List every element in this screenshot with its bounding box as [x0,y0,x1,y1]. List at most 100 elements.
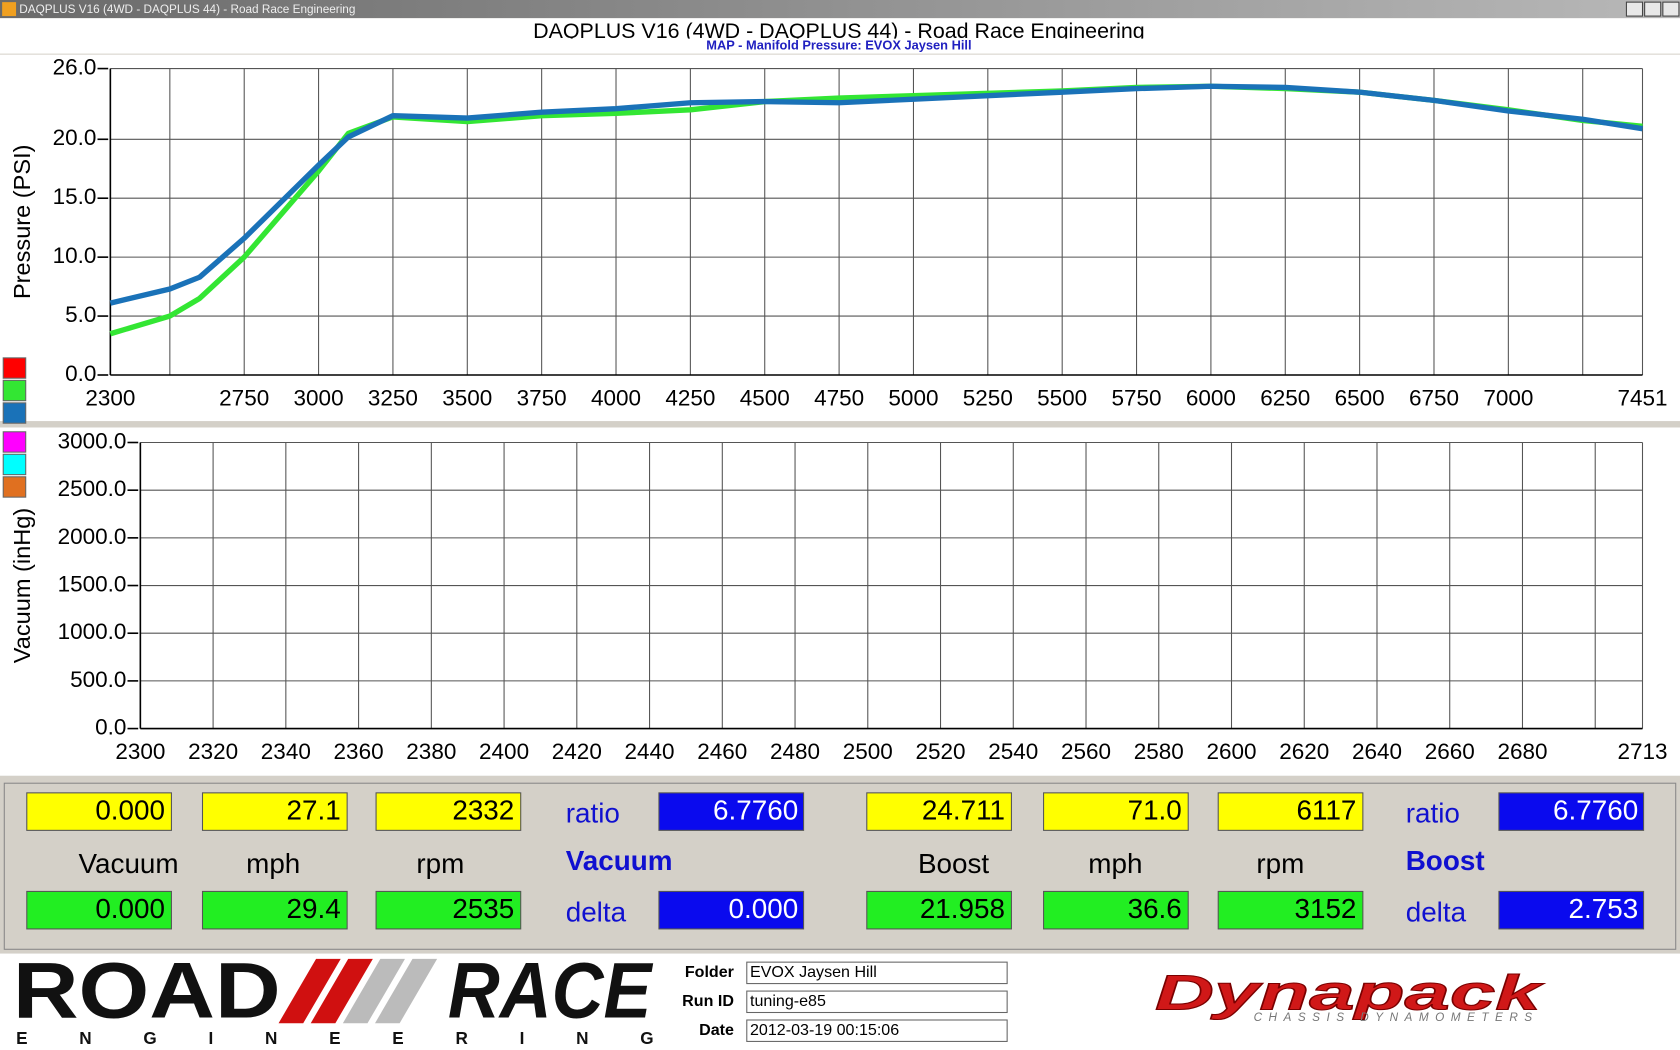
y-tick-label: 15.0 [53,184,97,209]
x-tick-label: 2460 [697,739,747,764]
x-tick-label: 2660 [1425,739,1475,764]
legend-swatch[interactable] [2,476,27,498]
y-tick-label: 0.0 [65,361,96,386]
ratio-box [1498,792,1645,831]
x-tick-label: 5250 [963,386,1013,411]
brand-name: Dynapack [1155,965,1545,1020]
legend-swatch[interactable] [2,402,27,424]
value-label: mph [1088,848,1142,879]
value-box [201,890,348,930]
value-box [866,792,1012,831]
x-tick-label: 2560 [1061,739,1111,764]
ratio-label: ratio [566,798,620,829]
y-tick-label: 3000.0 [58,428,127,453]
x-tick-label: 2300 [115,739,165,764]
x-tick-label: 2360 [334,739,384,764]
x-tick-label: 2440 [625,739,675,764]
field-label: Date [699,1021,734,1039]
logo-slash [278,958,341,1024]
x-tick-label: 2520 [915,739,965,764]
x-tick-label: 7000 [1483,386,1533,411]
title-bar [0,0,1680,19]
x-tick-label: 4250 [665,386,715,411]
ratio-value: 6.7760 [713,795,798,826]
value: 24.711 [922,795,1005,826]
y-tick-label: 5.0 [65,302,96,327]
value-label: rpm [1256,848,1304,879]
field-box [746,990,1008,1014]
logo-slash [310,958,373,1024]
x-tick-label: 4500 [740,386,790,411]
x-tick-label: 2620 [1279,739,1329,764]
x-tick-label: 6750 [1409,386,1459,411]
y-tick-label: 2500.0 [58,476,127,501]
logo-word: ROAD [13,945,281,1034]
x-tick-label: 2420 [552,739,602,764]
value: 0.000 [95,893,165,924]
legend-swatch[interactable] [2,431,27,453]
x-tick-label: 4000 [591,386,641,411]
field-label: Run ID [682,992,734,1010]
header-subtitle: MAP - Manifold Pressure: EVOX Jaysen Hil… [706,37,971,52]
field-box [746,961,1008,985]
y-tick-label: 26.0 [53,55,97,80]
logo-slash [375,958,438,1024]
app-icon [2,2,17,17]
value-box [375,890,522,930]
x-tick-label: 3250 [368,386,418,411]
field-value: tuning-e85 [750,992,826,1010]
value: 27.1 [287,795,341,826]
value-box [1043,890,1189,930]
x-tick-label: 4750 [814,386,864,411]
value-box [1217,890,1364,930]
x-tick-label: 2400 [479,739,529,764]
x-tick-label: 5500 [1037,386,1087,411]
x-tick-label: 2600 [1206,739,1256,764]
x-tick-label: 2750 [219,386,269,411]
y-tick-label: 500.0 [70,667,126,692]
value-box [26,890,172,930]
x-tick-label: 3500 [442,386,492,411]
ratio-box [658,792,805,831]
minimize-button[interactable] [1625,1,1644,17]
header-mask [0,38,1680,54]
field-value: 2012-03-19 00:15:06 [750,1021,899,1039]
series-line [109,83,1643,306]
delta-label: delta [1406,896,1467,927]
value-box [1043,792,1189,831]
charts: Pressure (PSI) 0.0 5.0 10.0 15.0 20.0 26.0 2300… [2,55,1668,764]
ratio-label: ratio [1406,798,1460,829]
y-tick-label: 2000.0 [58,524,127,549]
field-label: Folder [685,963,734,981]
legend-swatch[interactable] [2,453,27,476]
window-title: DAQPLUS V16 (4WD - DAQPLUS 44) - Road Ra… [19,3,355,16]
legend-swatch[interactable] [2,379,27,402]
value-label: mph [246,848,300,879]
value: 3152 [1294,893,1356,924]
restore-button[interactable] [1644,1,1662,17]
value-box [375,792,522,831]
delta-box [658,890,805,930]
value: 6117 [1297,795,1357,826]
y-axis-label: Pressure (PSI) [9,145,35,300]
field-value: EVOX Jaysen Hill [750,963,877,981]
value: 71.0 [1128,795,1182,826]
value-box [201,792,348,831]
x-tick-label: 2540 [988,739,1038,764]
readouts: 0.000 Vacuum 0.000 27.1 mph 29.4 2332 rpm 2535 ra… [26,792,1645,930]
value-label: Vacuum [79,848,179,879]
value-box [26,792,172,831]
field-box [746,1019,1008,1042]
legend-swatch[interactable] [2,357,27,379]
y-tick-label: 1500.0 [58,571,127,596]
y-tick-label: 20.0 [53,125,97,150]
mode-label: Vacuum [566,845,673,876]
value: 0.000 [95,795,165,826]
x-tick-label: 2320 [188,739,238,764]
close-button[interactable] [1662,1,1680,17]
x-tick-label: 3000 [294,386,344,411]
value: 2535 [452,893,514,924]
delta-box [1498,890,1645,930]
